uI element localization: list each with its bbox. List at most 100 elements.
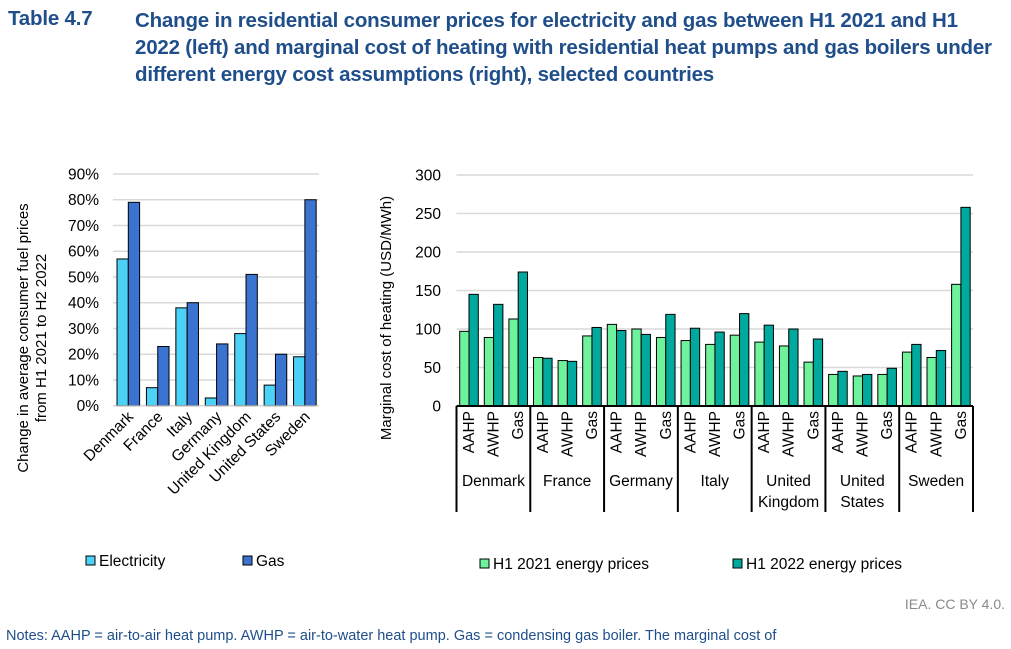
bar-h1-2022 xyxy=(886,367,897,407)
x-group-label: Germany xyxy=(609,473,673,490)
bar-h1-2022 xyxy=(468,293,479,407)
bar-h1-2022 xyxy=(689,327,701,407)
x-subcategory-label: AAHP xyxy=(461,411,478,453)
bar-h1-2021 xyxy=(951,283,962,407)
bar-gas xyxy=(157,345,170,407)
bar-h1-2022 xyxy=(960,206,971,407)
legend-swatch-gas xyxy=(242,555,253,566)
table-number: Table 4.7 xyxy=(8,7,93,30)
bar-h1-2022 xyxy=(862,373,873,407)
y-axis-title: Change in average consumer fuel prices xyxy=(15,203,32,472)
y-axis-title: Marginal cost of heating (USD/MWh) xyxy=(378,196,395,440)
bar-h1-2022 xyxy=(616,330,627,407)
legend-swatch-h1-2021 xyxy=(479,558,490,569)
x-subcategory-label: Gas xyxy=(879,411,896,440)
x-subcategory-label: AWHP xyxy=(855,411,872,457)
bar-h1-2022 xyxy=(714,331,725,407)
y-tick-label: 70% xyxy=(68,218,99,235)
bar-h1-2021 xyxy=(459,330,470,407)
bar-electricity xyxy=(234,333,247,407)
notes-text: Notes: AAHP = air-to-air heat pump. AWHP… xyxy=(6,628,777,644)
y-tick-label: 50 xyxy=(424,360,442,377)
bar-h1-2021 xyxy=(852,375,864,407)
y-tick-label: 80% xyxy=(68,192,99,209)
x-group-label: Denmark xyxy=(462,473,525,490)
x-subcategory-label: AWHP xyxy=(486,411,503,457)
bar-h1-2022 xyxy=(763,324,774,407)
legend-label-h1-2022: H1 2022 energy prices xyxy=(746,556,902,573)
y-tick-label: 250 xyxy=(415,206,441,223)
y-tick-label: 0 xyxy=(432,399,441,416)
x-subcategory-label: Gas xyxy=(510,411,527,440)
x-group-label: Kingdom xyxy=(758,494,819,511)
bar-electricity xyxy=(293,356,306,407)
bar-h1-2021 xyxy=(582,335,593,407)
bar-h1-2021 xyxy=(655,336,667,407)
bar-h1-2021 xyxy=(926,356,937,407)
bar-h1-2022 xyxy=(739,313,750,407)
credit-line: IEA. CC BY 4.0. xyxy=(904,596,1005,612)
bar-h1-2022 xyxy=(493,303,504,407)
x-subcategory-label: Gas xyxy=(584,411,601,440)
y-tick-label: 30% xyxy=(68,321,99,338)
bar-h1-2022 xyxy=(788,328,799,407)
bar-gas xyxy=(216,343,229,407)
bar-gas xyxy=(127,201,141,407)
bar-h1-2021 xyxy=(680,340,691,407)
x-subcategory-label: AWHP xyxy=(928,411,945,457)
bar-h1-2021 xyxy=(483,336,495,407)
y-axis-title: from H1 2021 to H2 2022 xyxy=(33,254,50,422)
bar-h1-2022 xyxy=(911,343,922,407)
y-tick-label: 100 xyxy=(415,322,441,339)
x-subcategory-label: Gas xyxy=(805,411,822,440)
x-subcategory-label: AAHP xyxy=(830,411,847,453)
bar-h1-2021 xyxy=(877,373,888,407)
bar-h1-2022 xyxy=(566,360,578,407)
bar-h1-2021 xyxy=(557,360,568,407)
bar-h1-2022 xyxy=(640,333,651,407)
x-subcategory-label: AAHP xyxy=(904,411,921,453)
bar-electricity xyxy=(145,387,159,407)
bar-h1-2022 xyxy=(935,350,947,407)
y-tick-label: 150 xyxy=(415,283,441,300)
y-tick-label: 300 xyxy=(415,168,441,185)
y-tick-label: 60% xyxy=(68,244,99,261)
bar-h1-2022 xyxy=(665,313,676,407)
y-tick-label: 0% xyxy=(77,398,100,415)
x-group-label: United xyxy=(840,473,885,490)
bar-gas xyxy=(304,199,317,407)
x-subcategory-label: AAHP xyxy=(682,411,699,453)
x-subcategory-label: Gas xyxy=(658,411,675,440)
bar-gas xyxy=(245,273,258,407)
bar-gas xyxy=(274,353,288,407)
legend-label-electricity: Electricity xyxy=(99,553,166,570)
bar-electricity xyxy=(116,258,129,407)
legend-swatch-electricity xyxy=(85,555,96,566)
x-subcategory-label: AAHP xyxy=(756,411,773,453)
x-group-label: Italy xyxy=(701,473,730,490)
y-tick-label: 200 xyxy=(415,245,441,262)
x-group-label: France xyxy=(543,473,591,490)
x-subcategory-label: AWHP xyxy=(707,411,724,457)
x-group-label: United xyxy=(766,473,811,490)
bar-electricity xyxy=(175,307,188,407)
bar-h1-2021 xyxy=(803,361,814,407)
y-tick-label: 40% xyxy=(68,295,99,312)
bar-h1-2022 xyxy=(517,271,528,407)
legend-label-h1-2021: H1 2021 energy prices xyxy=(493,556,649,573)
legend-label-gas: Gas xyxy=(256,553,285,570)
bar-h1-2021 xyxy=(754,341,765,407)
x-subcategory-label: Gas xyxy=(953,411,970,440)
bar-h1-2021 xyxy=(901,351,913,407)
x-subcategory-label: AWHP xyxy=(633,411,650,457)
bar-gas xyxy=(186,302,199,407)
bar-h1-2021 xyxy=(778,345,790,407)
y-tick-label: 50% xyxy=(68,269,99,286)
bar-h1-2021 xyxy=(631,328,642,407)
x-subcategory-label: AAHP xyxy=(535,411,552,453)
bar-electricity xyxy=(263,384,276,407)
bar-h1-2021 xyxy=(606,323,618,407)
x-group-label: States xyxy=(840,494,884,511)
x-subcategory-label: AWHP xyxy=(781,411,798,457)
